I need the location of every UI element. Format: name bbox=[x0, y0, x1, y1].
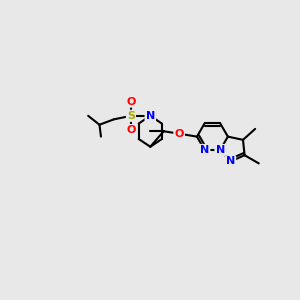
Text: O: O bbox=[126, 125, 136, 135]
Text: S: S bbox=[127, 111, 135, 121]
Text: N: N bbox=[226, 157, 235, 166]
Text: O: O bbox=[126, 97, 136, 106]
Text: O: O bbox=[174, 129, 184, 139]
Text: N: N bbox=[146, 111, 155, 121]
Text: N: N bbox=[215, 145, 225, 155]
Text: N: N bbox=[200, 145, 209, 155]
